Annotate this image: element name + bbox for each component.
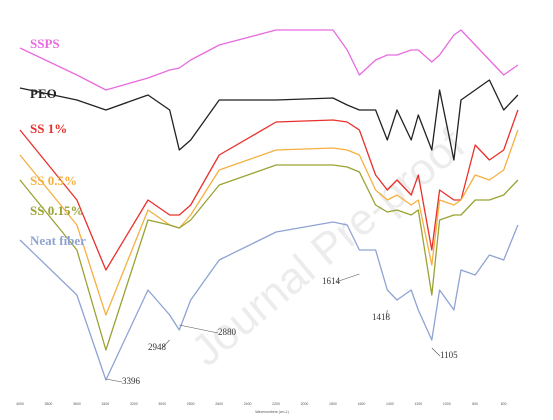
peak-label: 1105: [440, 350, 458, 360]
x-tick-label: 1400: [386, 402, 394, 406]
series-label: SS 0.15%: [30, 203, 83, 218]
x-tick-label: 3200: [130, 402, 138, 406]
x-tick-label: 1200: [414, 402, 422, 406]
series-label: Neat fiber: [30, 233, 86, 248]
x-tick-label: 3000: [158, 402, 166, 406]
spectrum-line: [19, 221, 519, 381]
series-label: PEO: [30, 86, 57, 101]
peak-label: 1418: [372, 312, 391, 322]
spectrum-line: [19, 79, 519, 161]
annotation-leader: [105, 378, 123, 383]
x-tick-label: 2600: [215, 402, 223, 406]
x-tick-label: 2400: [244, 402, 252, 406]
annotation-leader: [335, 273, 360, 283]
x-tick-label: 3800: [45, 402, 53, 406]
x-tick-label: 2000: [301, 402, 309, 406]
x-tick-label: 4000: [16, 402, 24, 406]
annotation-leader: [385, 309, 388, 319]
spectrum-line: [19, 29, 519, 91]
peak-label: 1614: [322, 276, 341, 286]
x-tick-label: 1800: [329, 402, 337, 406]
x-tick-label: 1600: [358, 402, 366, 406]
series-label: SSPS: [30, 36, 60, 51]
x-tick-label: 800: [472, 402, 478, 406]
x-tick-label: 2800: [187, 402, 195, 406]
series-label: SS 1%: [30, 121, 67, 136]
annotation-leader: [431, 347, 441, 357]
series-label: SS 0.5%: [30, 173, 77, 188]
peak-label: 2948: [148, 342, 167, 352]
peak-label: 2880: [218, 327, 237, 337]
spectrum-line: [19, 164, 519, 351]
annotation-leader: [179, 324, 219, 334]
x-axis-title: Wavenumbers (cm-1): [255, 410, 289, 414]
x-tick-label: 1000: [443, 402, 451, 406]
annotation-leader: [161, 339, 170, 349]
x-tick-label: 2200: [272, 402, 280, 406]
x-tick-label: 3600: [73, 402, 81, 406]
peak-label: 3396: [122, 376, 141, 386]
x-tick-label: 600: [501, 402, 507, 406]
x-tick-label: 3400: [101, 402, 109, 406]
